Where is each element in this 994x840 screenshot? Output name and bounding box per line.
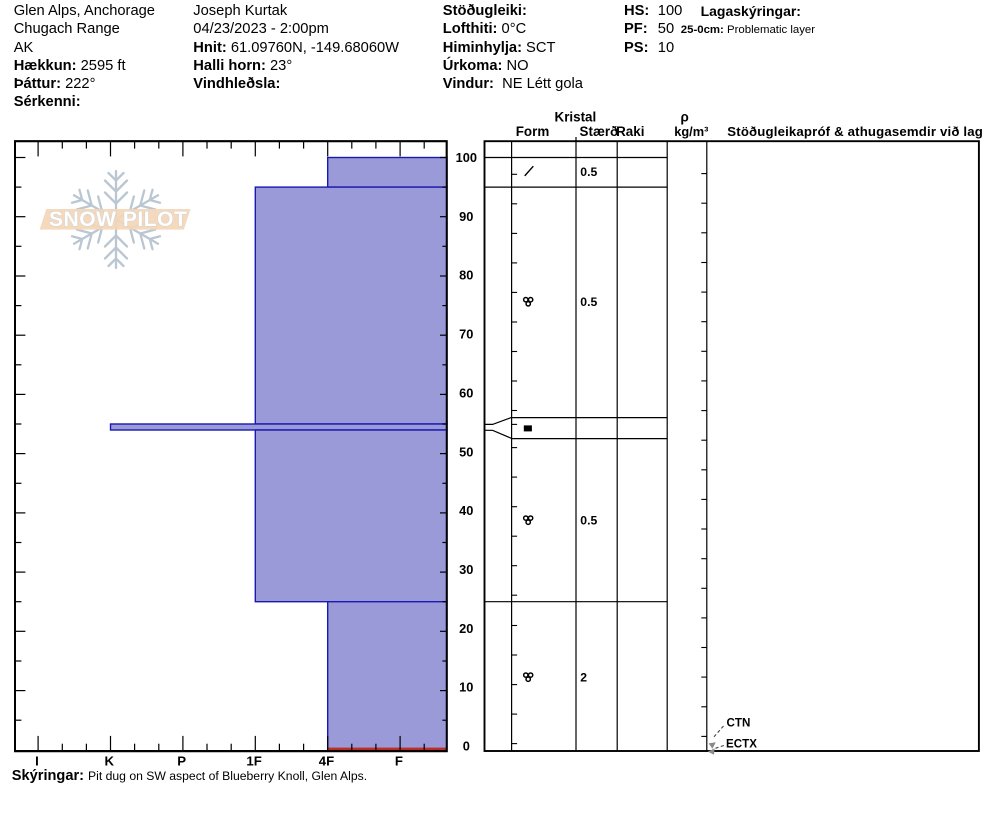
svg-text:20: 20 — [459, 621, 473, 636]
svg-text:0: 0 — [463, 739, 470, 754]
svg-text:90: 90 — [459, 209, 473, 224]
svg-text:4F: 4F — [319, 753, 334, 768]
svg-text:80: 80 — [459, 268, 473, 283]
svg-text:0.5: 0.5 — [580, 513, 597, 527]
svg-text:ρ: ρ — [680, 109, 688, 124]
svg-text:CTN: CTN — [727, 717, 751, 730]
svg-text:SNOW PILOT: SNOW PILOT — [49, 208, 188, 231]
svg-text:70: 70 — [459, 327, 473, 342]
svg-text:10: 10 — [459, 680, 473, 695]
svg-text:kg/m³: kg/m³ — [674, 124, 708, 139]
svg-text:0.5: 0.5 — [580, 165, 597, 179]
svg-text:30: 30 — [459, 562, 473, 577]
svg-text:100: 100 — [456, 150, 477, 165]
svg-text:40: 40 — [459, 503, 473, 518]
svg-text:ECTX: ECTX — [726, 738, 757, 751]
svg-text:Form: Form — [516, 124, 550, 139]
svg-text:K: K — [105, 753, 115, 768]
svg-text:0.5: 0.5 — [580, 295, 597, 309]
svg-text:I: I — [35, 753, 39, 768]
svg-text:1F: 1F — [246, 753, 261, 768]
svg-text:Raki: Raki — [616, 124, 644, 139]
svg-text:2: 2 — [580, 670, 587, 684]
svg-text:Kristal: Kristal — [555, 109, 597, 124]
svg-text:F: F — [395, 753, 403, 768]
svg-text:60: 60 — [459, 385, 473, 400]
svg-text:P: P — [177, 753, 186, 768]
svg-text:50: 50 — [459, 444, 473, 459]
svg-text:Stærð: Stærð — [580, 124, 619, 139]
svg-text:Stöðugleikapróf & athugasemdir: Stöðugleikapróf & athugasemdir við lag — [727, 124, 983, 139]
